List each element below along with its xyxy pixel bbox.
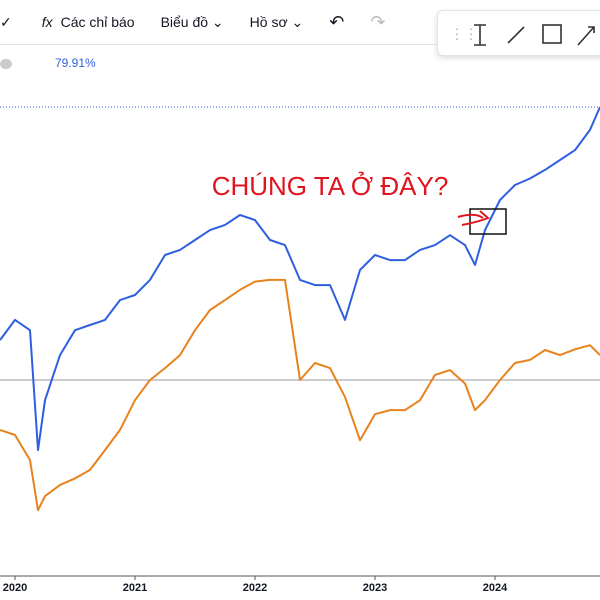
annotation: CHÚNG TA Ở ĐÂY?: [212, 170, 449, 201]
trend-tool[interactable]: [507, 26, 525, 44]
collapse-button[interactable]: ✓: [0, 13, 12, 30]
rect-tool[interactable]: [542, 24, 562, 44]
legend-icon: [0, 59, 12, 69]
series-line: [0, 278, 600, 512]
x-tick-label: 2022: [243, 582, 267, 594]
redo-button[interactable]: ↷: [370, 11, 386, 32]
text-tool[interactable]: [474, 24, 486, 46]
fx-icon[interactable]: fx: [41, 14, 53, 30]
arrow-scribble: [457, 210, 490, 226]
arrow-tool[interactable]: [577, 26, 595, 46]
drawing-tools: ⋮⋮: [450, 24, 595, 46]
drag-handle[interactable]: ⋮⋮: [450, 26, 478, 42]
profile-menu[interactable]: Hồ sơ ⌄: [249, 13, 304, 30]
drawing-toolbar: ⋮⋮: [437, 10, 600, 56]
indicators-button[interactable]: Các chỉ báo: [60, 14, 135, 30]
x-tick-label: 2020: [3, 582, 27, 594]
undo-button[interactable]: ↶: [329, 11, 345, 32]
legend-value: 79.91%: [55, 56, 96, 70]
x-tick-label: 2023: [363, 582, 387, 594]
highlight-box: [469, 208, 507, 235]
chart-menu[interactable]: Biểu đồ ⌄: [160, 13, 224, 30]
x-tick-label: 2021: [123, 582, 147, 594]
x-tick-label: 2024: [483, 582, 508, 594]
chart-menu-label: Biểu đồ: [160, 13, 209, 30]
top-toolbar: ✓ fx Các chỉ báo Biểu đồ ⌄ Hồ sơ ⌄ ↶ ↷: [0, 0, 600, 45]
profile-menu-label: Hồ sơ: [249, 13, 288, 30]
series-line: [0, 106, 600, 452]
